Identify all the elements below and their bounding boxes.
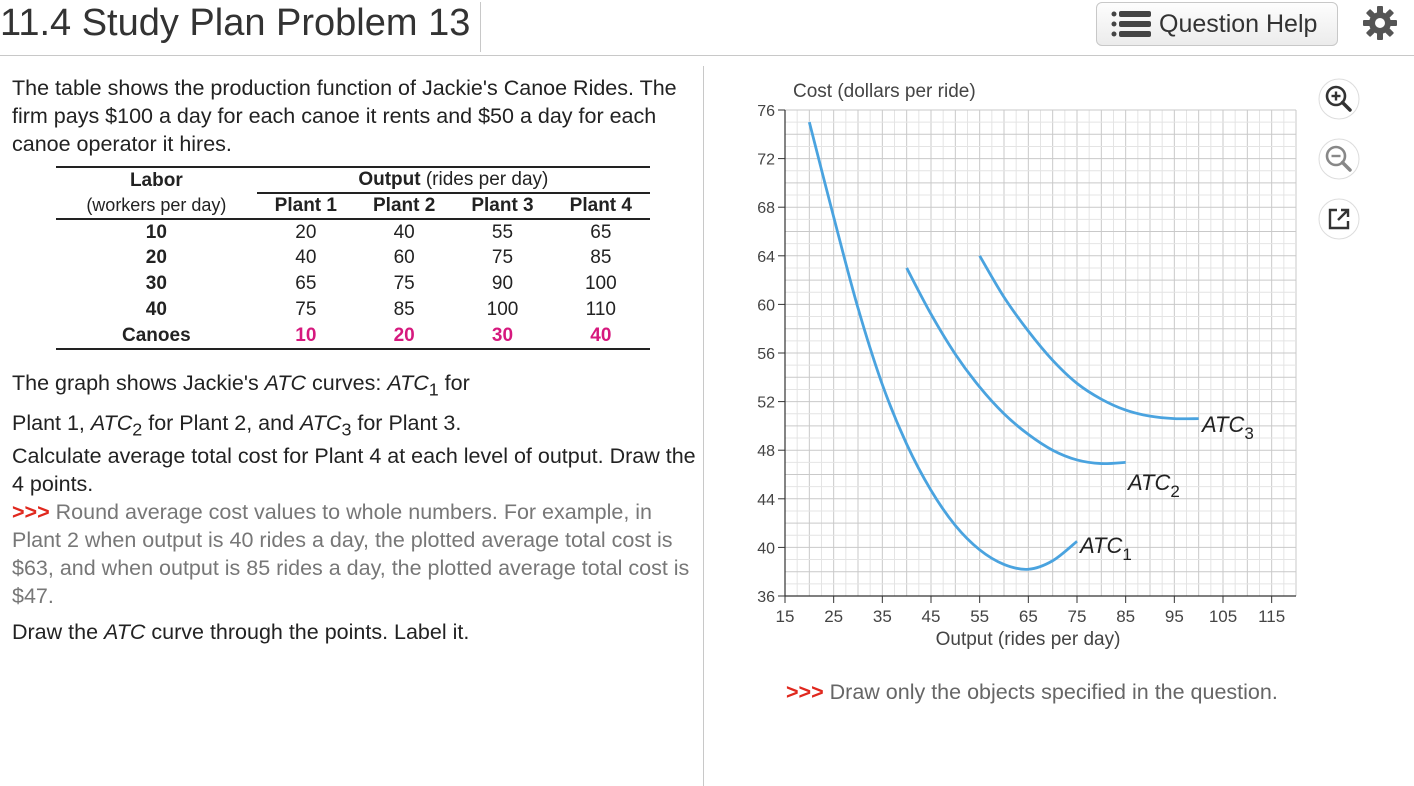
pane-divider: [703, 66, 704, 786]
task-text: Calculate average total cost for Plant 4…: [12, 444, 696, 496]
x-tick-label: 15: [776, 607, 795, 626]
canoes-row: Canoes 10 20 30 40: [56, 323, 650, 349]
x-tick-label: 105: [1209, 607, 1237, 626]
labor-header: Labor: [129, 169, 183, 191]
x-tick-label: 55: [970, 607, 989, 626]
question-help-button[interactable]: Question Help: [1096, 2, 1338, 46]
output-header: Output (rides per day): [256, 167, 650, 194]
x-tick-label: 65: [1019, 607, 1038, 626]
y-tick-label: 56: [757, 346, 775, 363]
atc-curve-3: [978, 255, 1199, 421]
table-row: 40 75 85 100 110: [145, 299, 616, 320]
curves: [807, 121, 1199, 571]
question-help-label: Question Help: [1159, 9, 1318, 38]
x-tick-label: 75: [1068, 607, 1087, 626]
zoom-out-icon[interactable]: [1318, 138, 1360, 180]
y-tick-label: 76: [757, 103, 775, 120]
x-tick-label: 95: [1165, 607, 1184, 626]
atc-curve-2: [905, 267, 1126, 466]
y-tick-label: 40: [757, 540, 775, 557]
x-tick-label: 35: [873, 607, 892, 626]
y-tick-label: 68: [757, 200, 775, 217]
zoom-in-icon[interactable]: [1318, 78, 1360, 120]
graph-description: The graph shows Jackie's ATC curves: ATC…: [12, 371, 470, 440]
draw-instruction: Draw the ATC curve through the points. L…: [12, 620, 470, 644]
x-tick-label: 25: [824, 607, 843, 626]
x-tick-label: 85: [1116, 607, 1135, 626]
y-tick-label: 52: [757, 395, 775, 412]
y-tick-label: 48: [757, 443, 775, 460]
y-axis-label: Cost (dollars per ride): [793, 81, 976, 102]
table-row: 20 40 60 75 85: [145, 247, 612, 268]
y-tick-label: 60: [757, 297, 775, 314]
labor-subheader: (workers per day): [86, 195, 227, 215]
x-axis-label: Output (rides per day): [936, 629, 1121, 650]
problem-intro: The table shows the production function …: [12, 76, 677, 156]
gear-icon[interactable]: [1360, 3, 1400, 43]
hint-text: >>> Round average cost values to whole n…: [12, 500, 690, 608]
x-tick-label: 115: [1258, 607, 1285, 626]
grid: [784, 109, 1297, 597]
list-icon: [1111, 11, 1151, 37]
plant-header: Plant 1: [274, 195, 337, 216]
page-title: 11.4 Study Plan Problem 13: [0, 2, 482, 52]
atc-chart[interactable]: Cost (dollars per ride) Output (rides pe…: [740, 70, 1300, 660]
atc-curve-1: [807, 121, 1078, 571]
y-tick-label: 44: [757, 492, 775, 509]
y-tick-label: 72: [757, 152, 775, 169]
y-tick-label: 64: [757, 249, 775, 266]
plant-header: Plant 3: [471, 195, 534, 216]
production-table: Labor Output (rides per day) (workers pe…: [56, 166, 650, 350]
top-bar: 11.4 Study Plan Problem 13 Question Help: [0, 0, 1414, 56]
plant-header: Plant 2: [373, 195, 436, 216]
pop-out-icon[interactable]: [1318, 198, 1360, 240]
plant-header: Plant 4: [569, 195, 632, 216]
table-row: 30 65 75 90 100: [145, 273, 617, 294]
ticks: 36 40 44 48 52 56 60 64 68 72 76 15 25 35 45 55 65 75 85 95…: [757, 103, 1296, 626]
y-tick-label: 36: [757, 589, 775, 606]
x-tick-label: 45: [922, 607, 941, 626]
draw-only-note: >>> Draw only the objects specified in t…: [786, 680, 1278, 704]
table-row: 10 20 40 55 65: [145, 221, 612, 243]
